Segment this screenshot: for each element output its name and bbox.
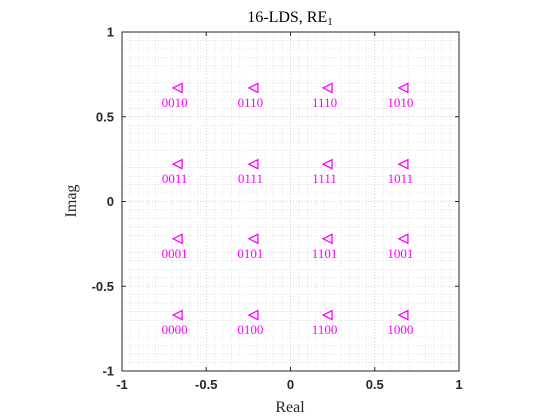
data-point-label: 0011 <box>162 171 188 186</box>
data-point-label: 1010 <box>387 95 413 110</box>
data-point-label: 0000 <box>162 322 188 337</box>
data-point-marker <box>397 158 409 170</box>
y-axis-title: Imag <box>63 185 80 218</box>
data-point-label: 1100 <box>312 322 338 337</box>
data-point-label: 1101 <box>312 246 338 261</box>
data-point-label: 1000 <box>387 322 413 337</box>
data-point-label: 1011 <box>388 171 414 186</box>
data-point-label: 0101 <box>237 246 263 261</box>
data-point-marker <box>247 158 259 170</box>
x-tick-label: -0.5 <box>195 377 217 392</box>
data-point-label: 0100 <box>237 322 263 337</box>
chart-title-subscript: 1 <box>327 16 333 28</box>
x-axis-title: Real <box>275 399 305 416</box>
data-point-label: 1111 <box>312 171 337 186</box>
data-point-marker <box>321 158 333 170</box>
data-point-marker <box>171 82 183 94</box>
data-point-label: 0110 <box>238 95 264 110</box>
data-point-label: 0010 <box>162 95 188 110</box>
y-tick-label: 0.5 <box>96 109 114 124</box>
data-points: 0010 0110 1110 1010 0011 0111 1111 1011 0001 0101… <box>162 82 414 337</box>
x-tick-label: 0.5 <box>366 377 384 392</box>
data-point-marker <box>321 82 333 94</box>
data-point-marker <box>321 309 333 321</box>
data-point-label: 1110 <box>312 95 337 110</box>
data-point-label: 0111 <box>238 171 263 186</box>
x-tick-label: 1 <box>455 377 462 392</box>
x-tick-label: -1 <box>116 377 128 392</box>
y-tick-label: -0.5 <box>92 279 114 294</box>
chart-title: 16-LDS, RE1 <box>247 9 333 28</box>
data-point-label: 1001 <box>387 246 413 261</box>
data-point-marker <box>397 82 409 94</box>
y-tick-label: -1 <box>102 364 114 379</box>
data-point-marker <box>247 82 259 94</box>
data-point-marker <box>171 309 183 321</box>
data-point-marker <box>171 158 183 170</box>
data-point-marker <box>171 233 183 245</box>
y-tick-label: 0 <box>107 194 114 209</box>
x-tick-label: 0 <box>287 377 294 392</box>
data-point-marker <box>397 309 409 321</box>
data-point-marker <box>397 233 409 245</box>
data-point-marker <box>247 233 259 245</box>
data-point-marker <box>321 233 333 245</box>
data-point-label: 0001 <box>162 246 188 261</box>
data-point-marker <box>247 309 259 321</box>
y-tick-label: 1 <box>107 25 114 40</box>
axis-ticks: -1 -0.5 0 0.5 1 -1 -0.5 0 0.5 1 <box>92 25 463 393</box>
